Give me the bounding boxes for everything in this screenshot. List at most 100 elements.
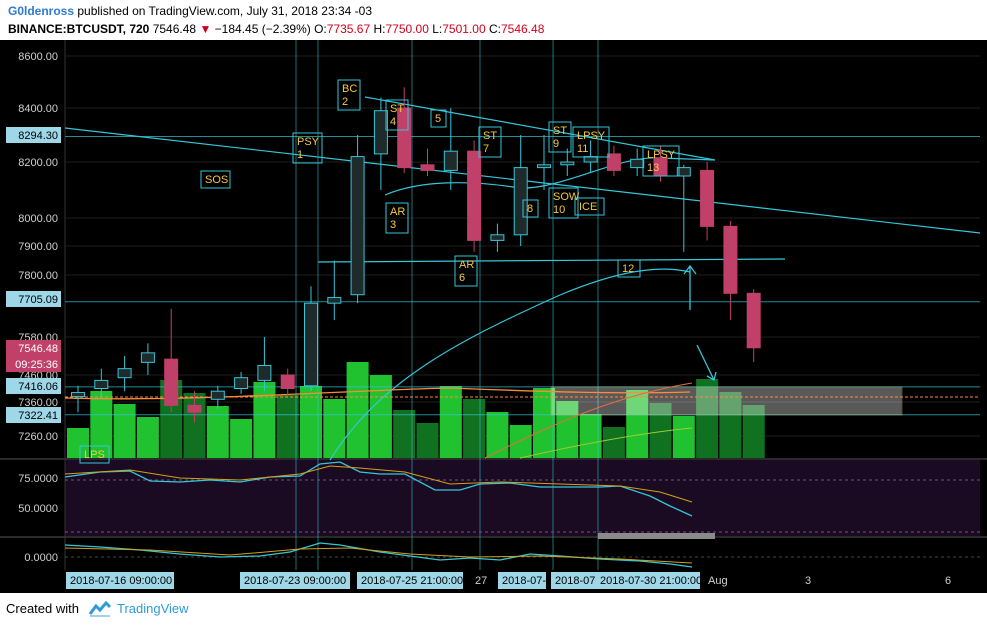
volume-bar xyxy=(719,392,742,458)
price-change: −184.45 (−2.39%) xyxy=(214,22,311,36)
annotation-label: ICE xyxy=(579,201,597,213)
price-tick-label: 7900.00 xyxy=(18,241,58,253)
candle-body xyxy=(257,365,272,381)
price-highlight-badge xyxy=(6,356,61,372)
annotation-label: SOS xyxy=(205,174,228,186)
annotation-box xyxy=(79,445,110,464)
price-tick-label: 7800.00 xyxy=(18,270,58,282)
time-axis-label: 3 xyxy=(805,575,811,587)
support-line xyxy=(317,258,786,263)
annotation-label: LPS xyxy=(84,449,105,461)
candle-body xyxy=(164,358,179,406)
annotation-label: 9 xyxy=(553,138,559,150)
ohlc-line: BINANCE:BTCUSDT, 720 7546.48 ▼ −184.45 (… xyxy=(8,22,544,36)
annotation-label: 6 xyxy=(459,272,465,284)
down-arrow-icon xyxy=(696,344,717,381)
time-axis-badge xyxy=(357,572,463,589)
symbol-label: BINANCE:BTCUSDT, 720 xyxy=(8,22,150,36)
annotation-label: 8 xyxy=(527,203,533,215)
time-axis-badge xyxy=(66,572,174,589)
volume-bar xyxy=(626,390,649,458)
price-highlight-badge xyxy=(6,378,61,394)
scroll-handle xyxy=(598,533,715,539)
volume-bar xyxy=(649,403,672,458)
oscillator1-background xyxy=(65,460,980,536)
candle-body xyxy=(560,161,575,166)
candle-body xyxy=(350,156,365,296)
annotation-box xyxy=(337,79,361,111)
price-highlight-badge xyxy=(6,340,61,356)
time-axis-badge xyxy=(498,572,546,589)
tradingview-link[interactable]: TradingView xyxy=(117,601,189,616)
annotation-label: ST xyxy=(553,125,567,137)
volume-bar xyxy=(509,425,532,458)
oscillator1-signal xyxy=(64,465,693,503)
close-value: 7546.48 xyxy=(500,22,545,36)
price-highlight-label: 7322.41 xyxy=(18,410,58,422)
annotation-box xyxy=(522,199,539,218)
price-highlight-badge xyxy=(6,127,61,143)
candle-body xyxy=(467,150,482,241)
volume-bar xyxy=(672,416,695,458)
price-chart[interactable]: 8600.00 8400.00 8200.00 8000.00 7900.00 7800.… xyxy=(0,40,987,593)
volume-bar xyxy=(206,406,229,458)
candle-body xyxy=(210,390,225,400)
volume-bar xyxy=(486,412,509,458)
annotation-label: LPSY xyxy=(647,149,676,161)
candle-body xyxy=(443,150,458,171)
price-highlight-label: 09:25:36 xyxy=(15,359,58,371)
up-arrow-icon xyxy=(683,264,697,310)
annotation-box xyxy=(385,202,409,234)
oscillator1-line xyxy=(64,461,693,517)
candle-body xyxy=(606,153,621,171)
annotation-box xyxy=(548,121,572,153)
annotation-box xyxy=(548,187,579,219)
volume-bar xyxy=(696,379,719,458)
candle-body xyxy=(94,379,109,389)
annotation-box xyxy=(642,145,680,177)
annotation-label: 11 xyxy=(577,143,588,155)
time-axis-badge xyxy=(551,572,597,589)
candle-body xyxy=(676,167,691,177)
annotation-label: 4 xyxy=(390,116,396,128)
annotation-box xyxy=(292,132,323,164)
time-axis-label: 2018-07-30 21:00:00 xyxy=(600,575,702,587)
volume-bar xyxy=(136,417,159,458)
oscillator1-tick-label: 50.0000 xyxy=(18,503,58,515)
annotation-box xyxy=(478,126,502,158)
low-value: 7501.00 xyxy=(442,22,486,36)
price-tick-label: 7360.00 xyxy=(18,397,58,409)
orange-ma-line xyxy=(64,387,691,400)
annotation-label: 5 xyxy=(435,113,441,125)
time-axis-label: 27 xyxy=(475,575,487,587)
moving-average-line xyxy=(329,268,691,461)
annotation-label: 13 xyxy=(647,162,659,174)
annotation-label: AR xyxy=(459,259,474,271)
candle-body xyxy=(71,392,85,398)
price-tick-label: 8200.00 xyxy=(18,157,58,169)
candle-body xyxy=(490,234,505,241)
close-label: C: xyxy=(488,22,501,36)
volume-bar xyxy=(253,382,276,458)
time-axis-badge xyxy=(596,572,700,589)
price-tick-label: 8600.00 xyxy=(18,51,58,63)
oscillator2-tick-label: 0.0000 xyxy=(24,552,58,564)
volume-bar xyxy=(323,399,346,458)
price-highlight-label: 7546.48 xyxy=(18,343,58,355)
annotation-label: SOW xyxy=(553,191,580,203)
time-axis-label: 2018-07-25 21:00:00 xyxy=(361,575,463,587)
candle-body xyxy=(234,377,249,390)
created-with-label: Created with xyxy=(6,601,79,616)
volume-bar xyxy=(463,399,486,458)
candle-body xyxy=(513,167,528,236)
price-tick-label: 8400.00 xyxy=(18,103,58,115)
candle-body xyxy=(746,292,761,349)
volume-bar xyxy=(393,410,416,458)
annotation-box xyxy=(454,255,478,287)
high-value: 7750.00 xyxy=(385,22,429,36)
price-highlight-label: 8294.30 xyxy=(18,130,58,142)
annotation-label: 1 xyxy=(297,149,303,161)
annotation-label: 3 xyxy=(390,219,396,231)
author-link[interactable]: G0ldenross xyxy=(8,4,75,18)
orange-ma-line-2 xyxy=(484,382,693,459)
